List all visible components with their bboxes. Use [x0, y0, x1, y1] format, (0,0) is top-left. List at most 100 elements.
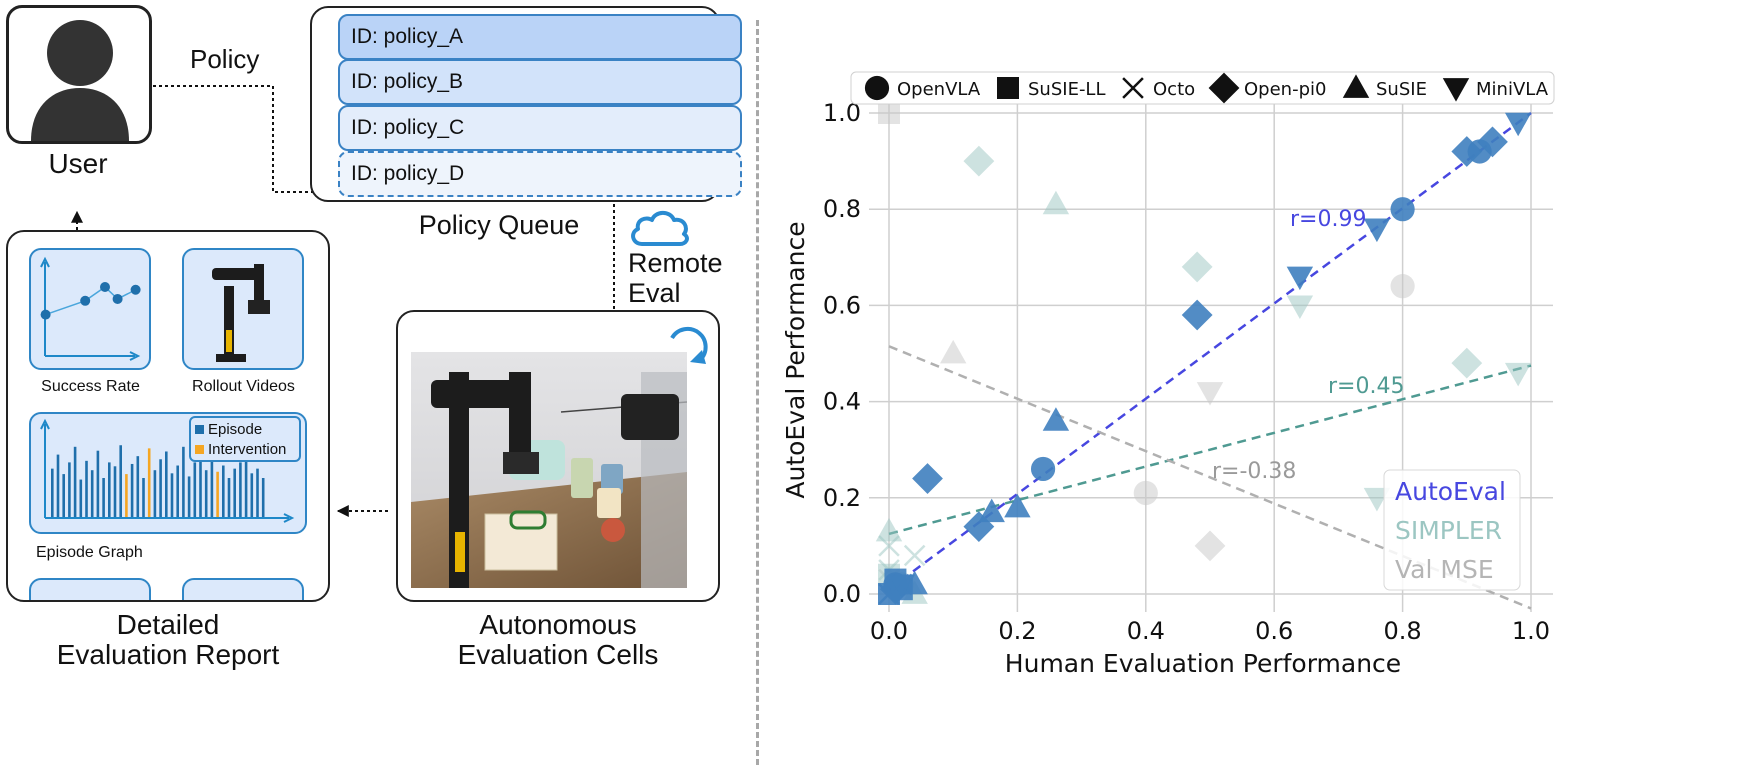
- point-val-mse-1: [940, 339, 967, 364]
- episode-bar-35: [250, 473, 254, 517]
- episode-bar-15: [136, 456, 140, 517]
- legend-marker-diamond: [1208, 72, 1240, 104]
- report-title-1: Detailed: [116, 609, 220, 640]
- point-simpler-1: [1042, 190, 1070, 215]
- r-label-simpler: r=0.45: [1328, 374, 1404, 399]
- policy-arrow-label: Policy: [190, 44, 260, 74]
- point-autoeval-19: [1286, 266, 1314, 291]
- marker-legend-box: [850, 71, 1555, 105]
- correlation-scatter-chart: 0.0 0.2 0.4 0.6 0.8 1.00.00.20.40.60.81.0 r=0…: [781, 71, 1555, 678]
- legend-val-mse: Val MSE: [1395, 555, 1494, 584]
- legend-label-octo: Octo: [1153, 79, 1195, 100]
- legend-episode: Episode: [208, 421, 263, 438]
- point-autoeval-22: [888, 574, 916, 599]
- success-point-1: [80, 295, 91, 306]
- point-autoeval-15: [978, 498, 1005, 523]
- success-rate-card[interactable]: [29, 248, 151, 370]
- user-label: User: [48, 148, 108, 179]
- intervention-swatch: [195, 445, 204, 454]
- episode-bar-36: [256, 468, 259, 517]
- legend-label-minivla: MiniVLA: [1476, 79, 1549, 100]
- success-point-4: [130, 284, 141, 295]
- episode-bar-25: [193, 462, 197, 517]
- point-autoeval-0: [1030, 456, 1056, 482]
- point-simpler-0: [963, 145, 995, 177]
- queue-item-policy-a[interactable]: ID: policy_A: [338, 14, 742, 60]
- point-autoeval-1: [1390, 197, 1415, 222]
- episode-bar-26: [199, 454, 202, 517]
- episode-bar-12: [119, 445, 122, 517]
- episode-bar-20: [165, 451, 168, 517]
- policy-queue-title: Policy Queue: [418, 210, 580, 240]
- evaluation-cell-panel: [396, 310, 720, 602]
- point-simpler-3: [1286, 295, 1314, 320]
- rollout-videos-caption: Rollout Videos: [192, 378, 295, 395]
- episode-bar-17: [147, 448, 151, 517]
- legend-label-susie: SuSIE: [1376, 79, 1427, 100]
- scatter-points: [875, 102, 1532, 605]
- episode-bar-29: [216, 471, 219, 517]
- episode-bar-9: [102, 478, 105, 517]
- fit-line-autoeval: [888, 111, 1532, 591]
- episode-bar-28: [210, 460, 214, 517]
- x-tick-1: 0.2: [998, 617, 1036, 645]
- user-icon: [31, 20, 129, 141]
- episode-bar-18: [153, 470, 157, 517]
- fit-line-simpler: [888, 364, 1532, 536]
- method-legend-box: [1383, 469, 1521, 591]
- y-tick-2: 0.4: [823, 388, 861, 416]
- legend-intervention: Intervention: [208, 441, 287, 458]
- episode-bar-21: [170, 473, 174, 517]
- episode-bar-2: [62, 474, 65, 517]
- point-simpler-8: [903, 544, 926, 567]
- point-autoeval-21: [1504, 112, 1532, 137]
- episode-bar-22: [176, 465, 179, 517]
- robot-arm-thumbnail: [212, 264, 270, 362]
- policy-queue-panel: ID: policy_A ID: policy_B ID: policy_C I…: [310, 6, 742, 202]
- legend-marker-triangle-down: [1442, 78, 1470, 102]
- point-val-mse-5: [1194, 530, 1226, 562]
- point-val-mse-3: [1133, 480, 1158, 506]
- point-simpler-5: [1504, 362, 1532, 387]
- x-tick-5: 1.0: [1512, 617, 1550, 645]
- point-simpler-4: [1451, 347, 1483, 379]
- episode-bar-5: [79, 479, 83, 517]
- success-point-2: [100, 282, 110, 292]
- refresh-icon: [670, 326, 708, 364]
- point-autoeval-9: [912, 463, 943, 494]
- episode-bar-10: [108, 462, 111, 517]
- episode-graph-caption: Episode Graph: [36, 544, 143, 561]
- point-simpler-2: [1181, 251, 1213, 283]
- queue-item-policy-c[interactable]: ID: policy_C: [338, 105, 742, 151]
- queue-item-policy-b[interactable]: ID: policy_B: [338, 59, 742, 105]
- point-autoeval-18: [901, 570, 928, 595]
- episode-bar-16: [142, 478, 145, 517]
- episode-bar-0: [51, 468, 54, 517]
- cloud-icon: [631, 210, 689, 246]
- episode-graph-card[interactable]: Episode Intervention: [29, 412, 307, 534]
- success-point-3: [112, 293, 123, 304]
- episode-bar-30: [222, 465, 225, 517]
- legend-marker-triangle-up: [1342, 74, 1370, 98]
- episode-bar-19: [159, 459, 162, 517]
- point-autoeval-17: [1042, 407, 1070, 431]
- x-tick-0: 0.0: [870, 617, 908, 645]
- episode-bar-6: [85, 460, 88, 517]
- legend-label-openvla: OpenVLA: [897, 79, 981, 100]
- x-axis-label: Human Evaluation Performance: [1005, 649, 1401, 678]
- episode-bar-24: [187, 476, 191, 517]
- queue-item-policy-d[interactable]: ID: policy_D: [338, 151, 742, 197]
- user-avatar-box: [6, 5, 152, 144]
- episode-bar-32: [233, 468, 236, 517]
- point-autoeval-20: [1363, 218, 1391, 243]
- legend-marker-square: [997, 77, 1019, 99]
- y-axis-label: AutoEval Performance: [781, 221, 810, 498]
- y-tick-4: 0.8: [823, 195, 861, 223]
- rollout-videos-card[interactable]: [182, 248, 304, 370]
- episode-legend: Episode Intervention: [189, 416, 301, 462]
- episode-bar-3: [68, 462, 71, 517]
- point-val-mse-2: [1390, 274, 1415, 299]
- report-card-partial-left: [29, 578, 151, 600]
- remote-eval-label-2: Eval: [628, 278, 681, 308]
- remote-eval-label-1: Remote: [628, 248, 723, 278]
